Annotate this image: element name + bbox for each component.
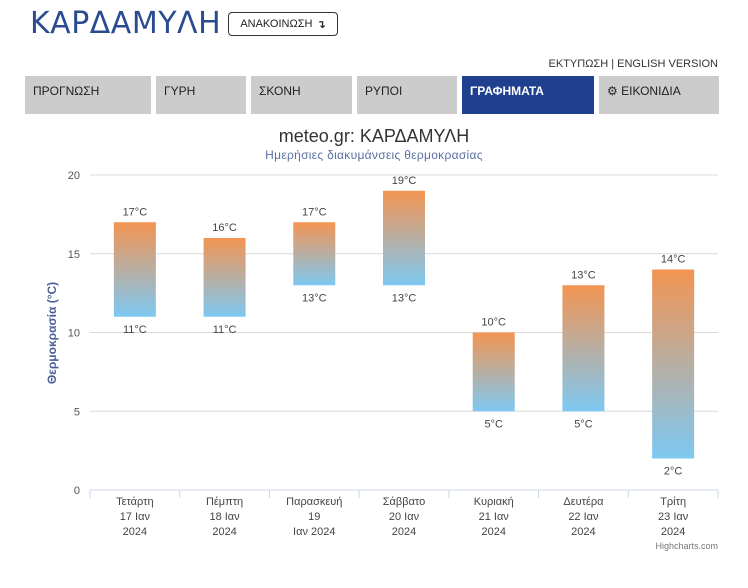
gear-icon: ⚙: [607, 84, 618, 98]
x-category-label: 2024: [571, 526, 595, 538]
x-category-label: Πέμπτη: [206, 496, 243, 508]
x-category-label: 2024: [212, 526, 236, 538]
high-label: 17°C: [302, 206, 327, 218]
low-label: 13°C: [302, 292, 327, 304]
x-category-label: 2024: [123, 526, 147, 538]
high-label: 10°C: [481, 317, 506, 329]
credits[interactable]: Highcharts.com: [655, 541, 718, 551]
tab-dust[interactable]: ΣΚΟΝΗ: [251, 76, 352, 114]
x-category-label: 21 Ιαν: [479, 511, 510, 523]
x-category-label: 19: [308, 511, 320, 523]
x-category-label: 2024: [661, 526, 685, 538]
high-label: 14°C: [661, 254, 686, 266]
x-category-label: 23 Ιαν: [658, 511, 689, 523]
range-bar: [113, 222, 156, 317]
x-category-label: Παρασκευή: [286, 496, 342, 508]
y-tick-label: 10: [68, 328, 80, 340]
high-label: 13°C: [571, 269, 596, 281]
tab-pollutants[interactable]: ΡΥΠΟΙ: [357, 76, 457, 114]
low-label: 11°C: [213, 324, 237, 336]
x-category-label: 2024: [481, 526, 505, 538]
tab-charts[interactable]: ΓΡΑΦΗΜΑΤΑ: [462, 76, 594, 114]
range-bar: [562, 285, 605, 412]
range-bar: [293, 222, 336, 286]
y-tick-label: 5: [74, 406, 80, 418]
range-bar: [203, 238, 246, 317]
tab-pollen[interactable]: ΓΥΡΗ: [156, 76, 246, 114]
y-tick-label: 20: [68, 170, 80, 182]
low-label: 13°C: [392, 292, 417, 304]
arrow-down-icon: ↴: [316, 18, 326, 31]
x-category-label: Τρίτη: [660, 496, 686, 508]
range-bar: [383, 190, 425, 286]
x-category-label: Τετάρτη: [116, 496, 154, 508]
x-category-label: 20 Ιαν: [389, 511, 420, 523]
y-tick-label: 0: [74, 485, 80, 497]
tab-forecast[interactable]: ΠΡΟΓΝΩΣΗ: [25, 76, 151, 114]
high-label: 19°C: [392, 175, 417, 187]
top-links[interactable]: ΕΚΤΥΠΩΣΗ | ENGLISH VERSION: [548, 58, 718, 70]
range-bar: [472, 332, 515, 412]
low-label: 11°C: [123, 324, 147, 336]
x-category-label: 18 Ιαν: [209, 511, 240, 523]
x-category-label: Σάββατο: [383, 496, 425, 508]
announcement-button[interactable]: ΑΝΑΚΟΙΝΩΣΗ ↴: [228, 12, 338, 36]
low-label: 5°C: [484, 418, 503, 430]
x-category-label: Κυριακή: [474, 496, 514, 508]
x-category-label: 22 Ιαν: [568, 511, 599, 523]
high-label: 16°C: [212, 222, 237, 234]
page-title: ΚΑΡΔΑΜΥΛΗ: [30, 6, 222, 41]
x-category-label: 17 Ιαν: [120, 511, 151, 523]
y-axis-label: Θερμοκρασία (°C): [45, 282, 59, 384]
x-category-label: Ιαν 2024: [293, 526, 335, 538]
high-label: 17°C: [123, 206, 148, 218]
chart-subtitle: Ημερήσιες διακυμάνσεις θερμοκρασίας: [265, 148, 483, 162]
chart-title: meteo.gr: ΚΑΡΔΑΜΥΛΗ: [278, 126, 470, 146]
y-tick-label: 15: [68, 249, 80, 261]
low-label: 2°C: [664, 466, 683, 478]
tab-icons[interactable]: ⚙ ΕΙΚΟΝΙΔΙΑ: [599, 76, 719, 114]
x-category-label: Δευτέρα: [563, 496, 604, 508]
announcement-label: ΑΝΑΚΟΙΝΩΣΗ: [240, 18, 313, 30]
range-bar: [652, 269, 695, 459]
x-category-label: 2024: [392, 526, 416, 538]
low-label: 5°C: [574, 418, 593, 430]
